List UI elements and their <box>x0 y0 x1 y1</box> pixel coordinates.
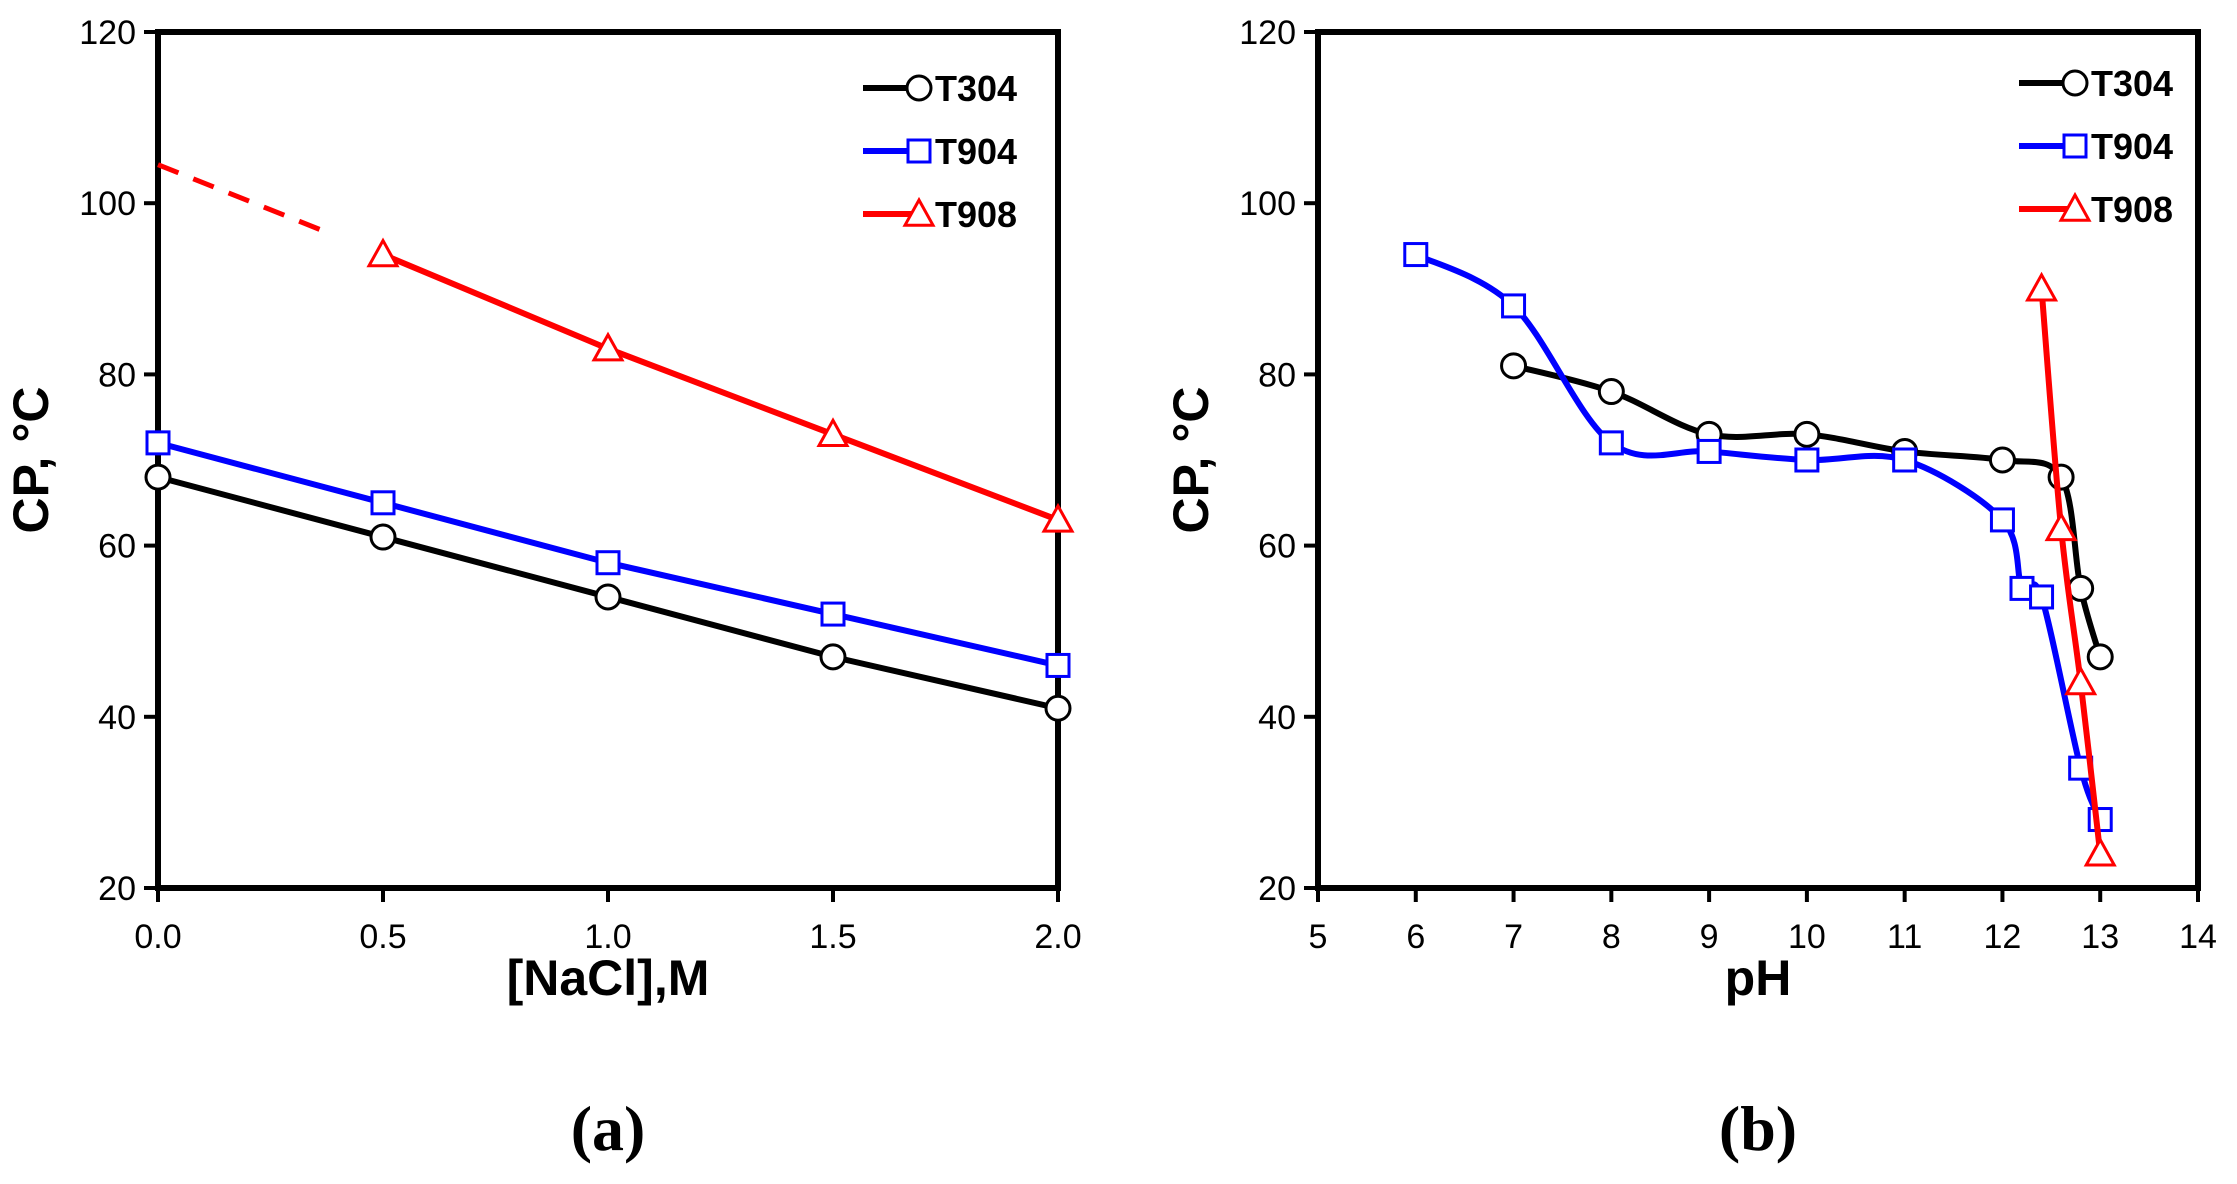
series-T304 <box>144 463 1072 722</box>
x-tick-label: 10 <box>1788 918 1826 956</box>
legend-label: T304 <box>935 68 1017 109</box>
series-T908 <box>2025 271 2117 867</box>
data-point <box>1598 430 1624 456</box>
x-tick-label: 7 <box>1504 918 1523 956</box>
data-point <box>595 550 621 576</box>
data-point <box>820 601 846 627</box>
data-point <box>1989 507 2015 533</box>
y-tick-label: 60 <box>98 528 136 566</box>
data-point <box>1793 420 1821 448</box>
y-tick-label: 20 <box>98 870 136 908</box>
data-point <box>594 583 622 611</box>
data-point <box>2064 665 2098 696</box>
series-T904 <box>1403 242 2113 833</box>
y-tick-label: 100 <box>79 185 136 223</box>
data-point <box>2025 271 2059 302</box>
x-tick-label: 11 <box>1887 918 1922 956</box>
data-point <box>2067 574 2095 602</box>
data-point <box>370 490 396 516</box>
y-tick-label: 20 <box>1258 870 1296 908</box>
legend-entry-T904: T904 <box>863 131 1017 172</box>
data-point <box>1696 438 1722 464</box>
y-tick-label: 60 <box>1258 528 1296 566</box>
y-tick-label: 40 <box>98 699 136 737</box>
panel-label: (b) <box>1719 1093 1797 1164</box>
data-point <box>1892 447 1918 473</box>
x-tick-label: 0.5 <box>359 918 406 956</box>
data-point <box>1988 446 2016 474</box>
legend-label: T904 <box>935 131 1017 172</box>
legend-marker <box>2061 69 2089 97</box>
legend-label: T904 <box>2091 126 2173 167</box>
data-point <box>591 331 625 362</box>
y-tick-label: 120 <box>79 14 136 52</box>
plot-frame <box>1315 29 2201 891</box>
y-tick-label: 120 <box>1239 14 1296 52</box>
legend-label: T908 <box>2091 189 2173 230</box>
data-point <box>369 523 397 551</box>
series-line <box>2038 288 2104 855</box>
x-tick-label: 12 <box>1984 918 2022 956</box>
data-point <box>1597 378 1625 406</box>
data-point <box>2086 643 2114 671</box>
series-T908 <box>157 162 1075 533</box>
data-point <box>144 463 172 491</box>
y-axis-label: CP, °C <box>1163 387 1219 534</box>
chart-panel-b: 20 40 60 80 100 120 5 6 7 8 9 10 11 12 13 14 pH CP, °C (b)… <box>1163 14 2217 1164</box>
legend-marker <box>905 74 933 102</box>
data-point <box>145 430 171 456</box>
series-T904 <box>145 430 1071 678</box>
x-tick-label: 2.0 <box>1034 918 1081 956</box>
legend-marker <box>906 138 932 164</box>
x-tick-label: 6 <box>1406 918 1425 956</box>
y-tick-label: 80 <box>98 356 136 394</box>
data-point <box>1045 652 1071 678</box>
x-tick-label: 14 <box>2179 918 2217 956</box>
legend-entry-T908: T908 <box>2019 189 2173 230</box>
data-point <box>366 237 400 268</box>
data-point <box>1403 242 1429 268</box>
x-tick-label: 5 <box>1309 918 1328 956</box>
legend-entry-T904: T904 <box>2019 126 2173 167</box>
legend-entry-T908: T908 <box>863 194 1017 235</box>
y-tick-label: 40 <box>1258 699 1296 737</box>
x-axis-label: pH <box>1725 950 1792 1006</box>
series-T304 <box>1500 352 2114 671</box>
x-tick-label: 1.0 <box>584 918 631 956</box>
legend-marker <box>2062 133 2088 159</box>
chart-panel-a: 20 40 60 80 100 120 0.0 0.5 1.0 1.5 2.0 [NaCl],M CP,… <box>3 14 1082 1164</box>
data-point <box>2044 511 2078 542</box>
y-axis-label: CP, °C <box>3 387 59 534</box>
y-tick-label: 100 <box>1239 185 1296 223</box>
x-tick-label: 9 <box>1700 918 1719 956</box>
data-point <box>1501 293 1527 319</box>
legend-marker <box>2058 191 2092 222</box>
legend-marker <box>902 196 936 227</box>
x-tick-label: 1.5 <box>809 918 856 956</box>
data-point <box>1044 694 1072 722</box>
legend-entry-T304: T304 <box>2019 63 2173 104</box>
y-tick-label: 80 <box>1258 356 1296 394</box>
legend-entry-T304: T304 <box>863 68 1017 109</box>
series-line <box>381 251 1060 523</box>
data-point <box>2083 836 2117 867</box>
data-point <box>2047 463 2075 491</box>
panel-label: (a) <box>571 1093 646 1164</box>
series-line <box>1414 251 2104 821</box>
x-tick-label: 13 <box>2081 918 2119 956</box>
data-point <box>2029 584 2055 610</box>
data-point <box>816 417 850 448</box>
x-tick-label: 8 <box>1602 918 1621 956</box>
x-axis-label: [NaCl],M <box>507 950 710 1006</box>
data-point <box>1500 352 1528 380</box>
data-point <box>1794 447 1820 473</box>
legend-label: T304 <box>2091 63 2173 104</box>
extrapolation-line <box>157 162 330 236</box>
x-tick-label: 0.0 <box>134 918 181 956</box>
legend-label: T908 <box>935 194 1017 235</box>
data-point <box>819 643 847 671</box>
data-point <box>1041 502 1075 533</box>
